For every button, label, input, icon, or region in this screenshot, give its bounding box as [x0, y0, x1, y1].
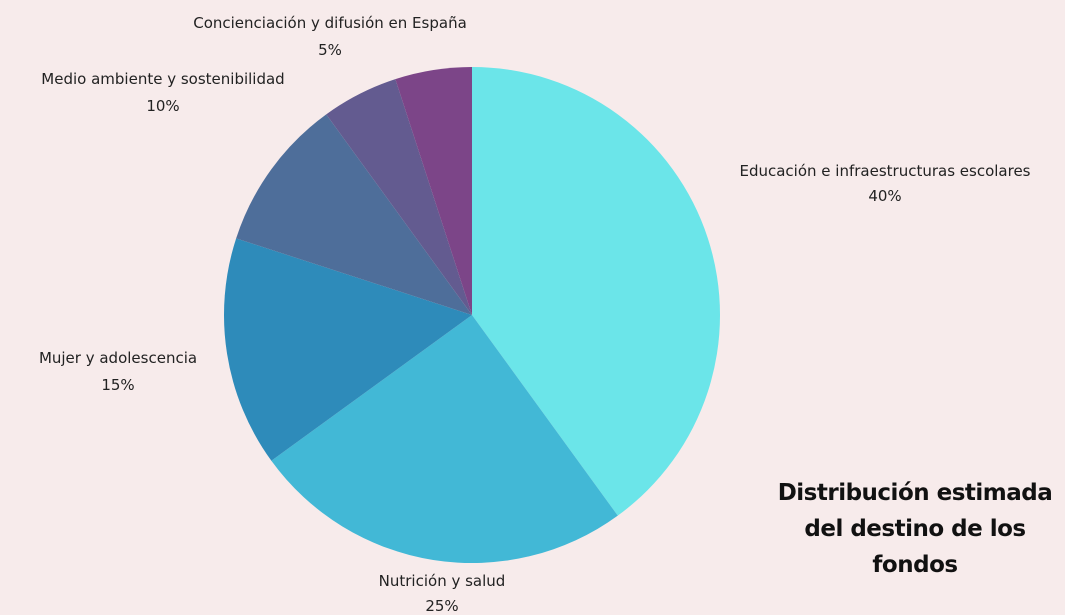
pie-slice-1 [472, 67, 721, 516]
slice-label-2: Nutrición y salud [379, 572, 506, 590]
chart-title-line-3: fondos [872, 552, 958, 578]
slice-value-label-1: 40% [868, 187, 901, 205]
chart-title-line-2: del destino de los [804, 516, 1026, 542]
pie-slice-5 [326, 79, 472, 315]
pie-slices [223, 67, 721, 564]
slice-label-3: Mujer y adolescencia [39, 349, 197, 367]
pie-slice-4 [236, 114, 472, 315]
slice-label-4: Medio ambiente y sostenibilidad [41, 70, 284, 88]
slice-label-5: Concienciación y difusión en España [193, 14, 467, 32]
pie-slice-2 [271, 315, 618, 564]
slice-value-label-2: 25% [425, 597, 458, 615]
slice-value-label-5: 5% [318, 41, 342, 59]
slice-label-1: Educación e infraestructuras escolares [739, 162, 1030, 180]
pie-slice-6 [395, 67, 472, 315]
pie-labels: Educación e infraestructuras escolares 40… [39, 14, 1031, 615]
chart-title: Distribución estimada del destino de los… [765, 475, 1065, 583]
pie-slice-3 [223, 238, 472, 461]
slice-value-label-4: 10% [146, 97, 179, 115]
chart-title-line-1: Distribución estimada [777, 480, 1053, 506]
slice-value-label-3: 15% [101, 376, 134, 394]
